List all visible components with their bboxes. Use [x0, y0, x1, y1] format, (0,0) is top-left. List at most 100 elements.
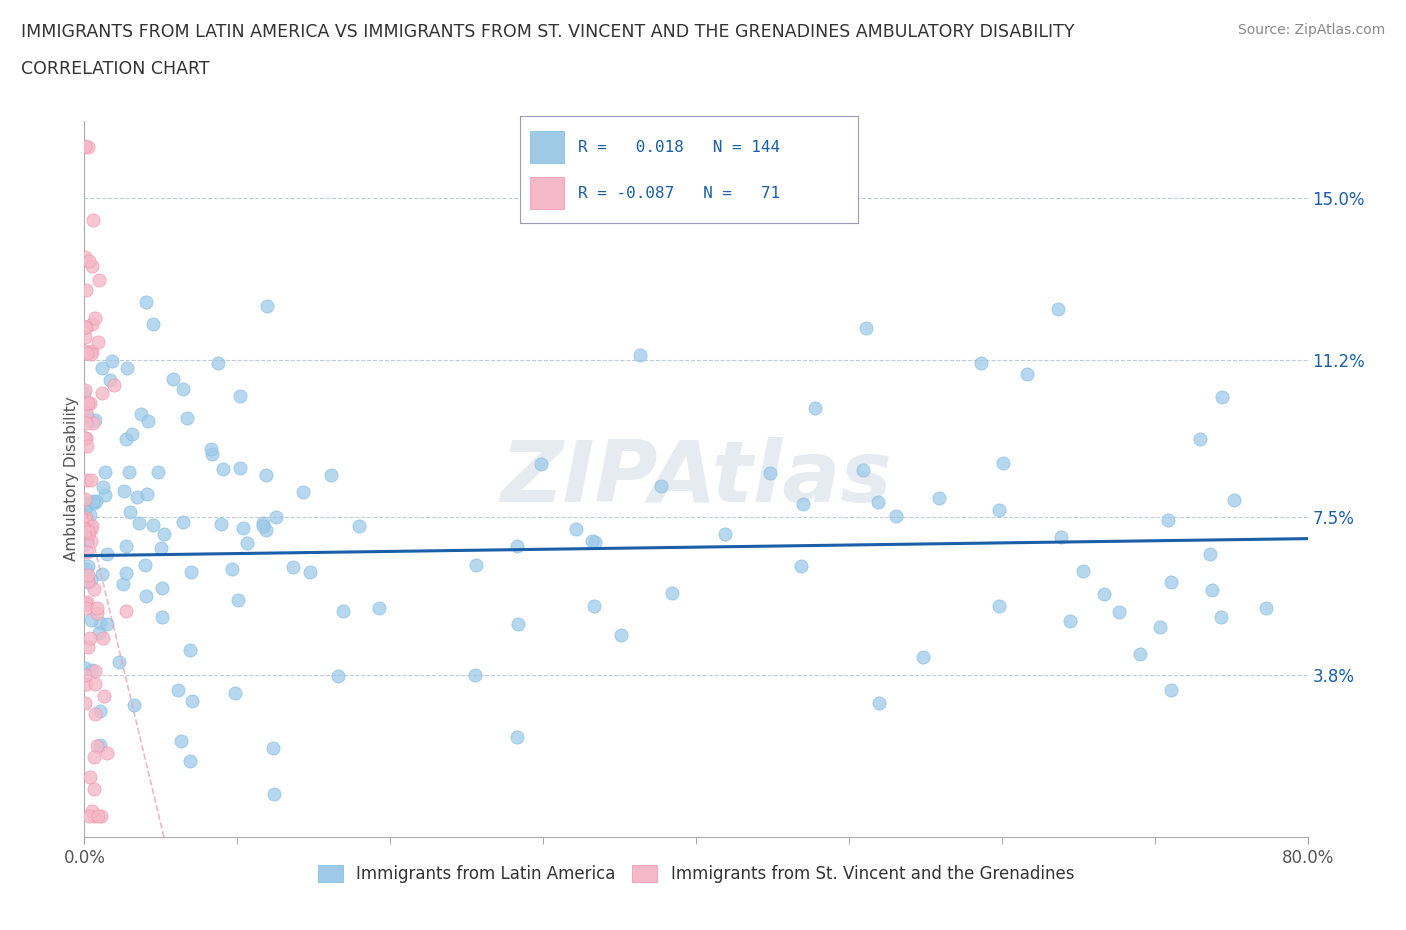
- Point: [83, 677, 105, 692]
- Point: [83, 496, 105, 511]
- Point: [464, 558, 486, 573]
- Point: [87, 625, 110, 640]
- Point: [75, 496, 97, 511]
- Point: [332, 604, 354, 618]
- Point: [80, 534, 103, 549]
- Point: [76, 594, 98, 609]
- Point: [77, 524, 100, 538]
- Point: [96, 547, 118, 562]
- Point: [83, 808, 105, 823]
- Point: [153, 526, 176, 541]
- Point: [991, 456, 1014, 471]
- Point: [1108, 604, 1130, 619]
- Point: [79, 769, 101, 784]
- Text: CORRELATION CHART: CORRELATION CHART: [21, 60, 209, 78]
- Point: [86, 738, 108, 753]
- Point: [75, 511, 97, 525]
- Point: [93, 631, 115, 645]
- Point: [1092, 587, 1115, 602]
- Point: [75, 431, 97, 445]
- Point: [76, 408, 98, 423]
- Point: [75, 597, 97, 612]
- Point: [252, 519, 274, 534]
- Text: IMMIGRANTS FROM LATIN AMERICA VS IMMIGRANTS FROM ST. VINCENT AND THE GRENADINES : IMMIGRANTS FROM LATIN AMERICA VS IMMIGRA…: [21, 23, 1074, 41]
- Point: [464, 668, 486, 683]
- Point: [94, 487, 117, 502]
- Point: [96, 745, 118, 760]
- Point: [91, 480, 114, 495]
- Point: [792, 497, 814, 512]
- Point: [224, 686, 246, 701]
- Point: [93, 689, 115, 704]
- Point: [98, 373, 121, 388]
- Point: [176, 411, 198, 426]
- Point: [114, 432, 136, 446]
- Point: [117, 361, 139, 376]
- Point: [142, 316, 165, 331]
- Point: [73, 397, 96, 412]
- Point: [1050, 529, 1073, 544]
- Point: [75, 661, 97, 676]
- Point: [79, 508, 101, 523]
- Point: [76, 544, 98, 559]
- Point: [1059, 613, 1081, 628]
- Point: [1256, 601, 1278, 616]
- Point: [76, 472, 98, 487]
- Point: [650, 479, 672, 494]
- Point: [122, 698, 145, 712]
- Point: [179, 643, 201, 658]
- Point: [970, 356, 993, 371]
- Point: [180, 565, 202, 579]
- Point: [91, 386, 114, 401]
- Point: [75, 405, 97, 420]
- Point: [610, 628, 633, 643]
- Point: [73, 320, 96, 335]
- Point: [101, 353, 124, 368]
- Point: [75, 320, 97, 335]
- Point: [128, 516, 150, 531]
- Point: [136, 486, 159, 501]
- Point: [170, 733, 193, 748]
- Point: [138, 414, 160, 429]
- Point: [83, 707, 105, 722]
- Point: [82, 416, 104, 431]
- Point: [207, 355, 229, 370]
- Point: [1201, 582, 1223, 597]
- Point: [121, 427, 143, 442]
- Point: [82, 213, 104, 228]
- Point: [118, 465, 141, 480]
- Point: [1017, 366, 1039, 381]
- Point: [125, 489, 148, 504]
- Point: [89, 737, 111, 752]
- Point: [987, 502, 1010, 517]
- Point: [790, 558, 813, 573]
- Point: [75, 512, 97, 527]
- Point: [90, 566, 112, 581]
- Point: [86, 493, 108, 508]
- Point: [77, 517, 100, 532]
- Point: [852, 462, 875, 477]
- Point: [82, 662, 104, 677]
- Point: [75, 282, 97, 297]
- Point: [912, 649, 935, 664]
- Point: [868, 696, 890, 711]
- Point: [212, 461, 235, 476]
- Point: [803, 401, 825, 416]
- Point: [134, 558, 156, 573]
- Point: [83, 781, 105, 796]
- Point: [89, 703, 111, 718]
- Point: [256, 299, 278, 313]
- Point: [180, 693, 202, 708]
- Point: [221, 562, 243, 577]
- Point: [201, 446, 224, 461]
- Point: [87, 272, 110, 287]
- Point: [927, 490, 949, 505]
- Point: [115, 565, 138, 580]
- Point: [76, 559, 98, 574]
- Point: [281, 560, 304, 575]
- Point: [77, 567, 100, 582]
- Text: Source: ZipAtlas.com: Source: ZipAtlas.com: [1237, 23, 1385, 37]
- Point: [73, 668, 96, 683]
- Point: [89, 616, 111, 631]
- FancyBboxPatch shape: [530, 131, 564, 164]
